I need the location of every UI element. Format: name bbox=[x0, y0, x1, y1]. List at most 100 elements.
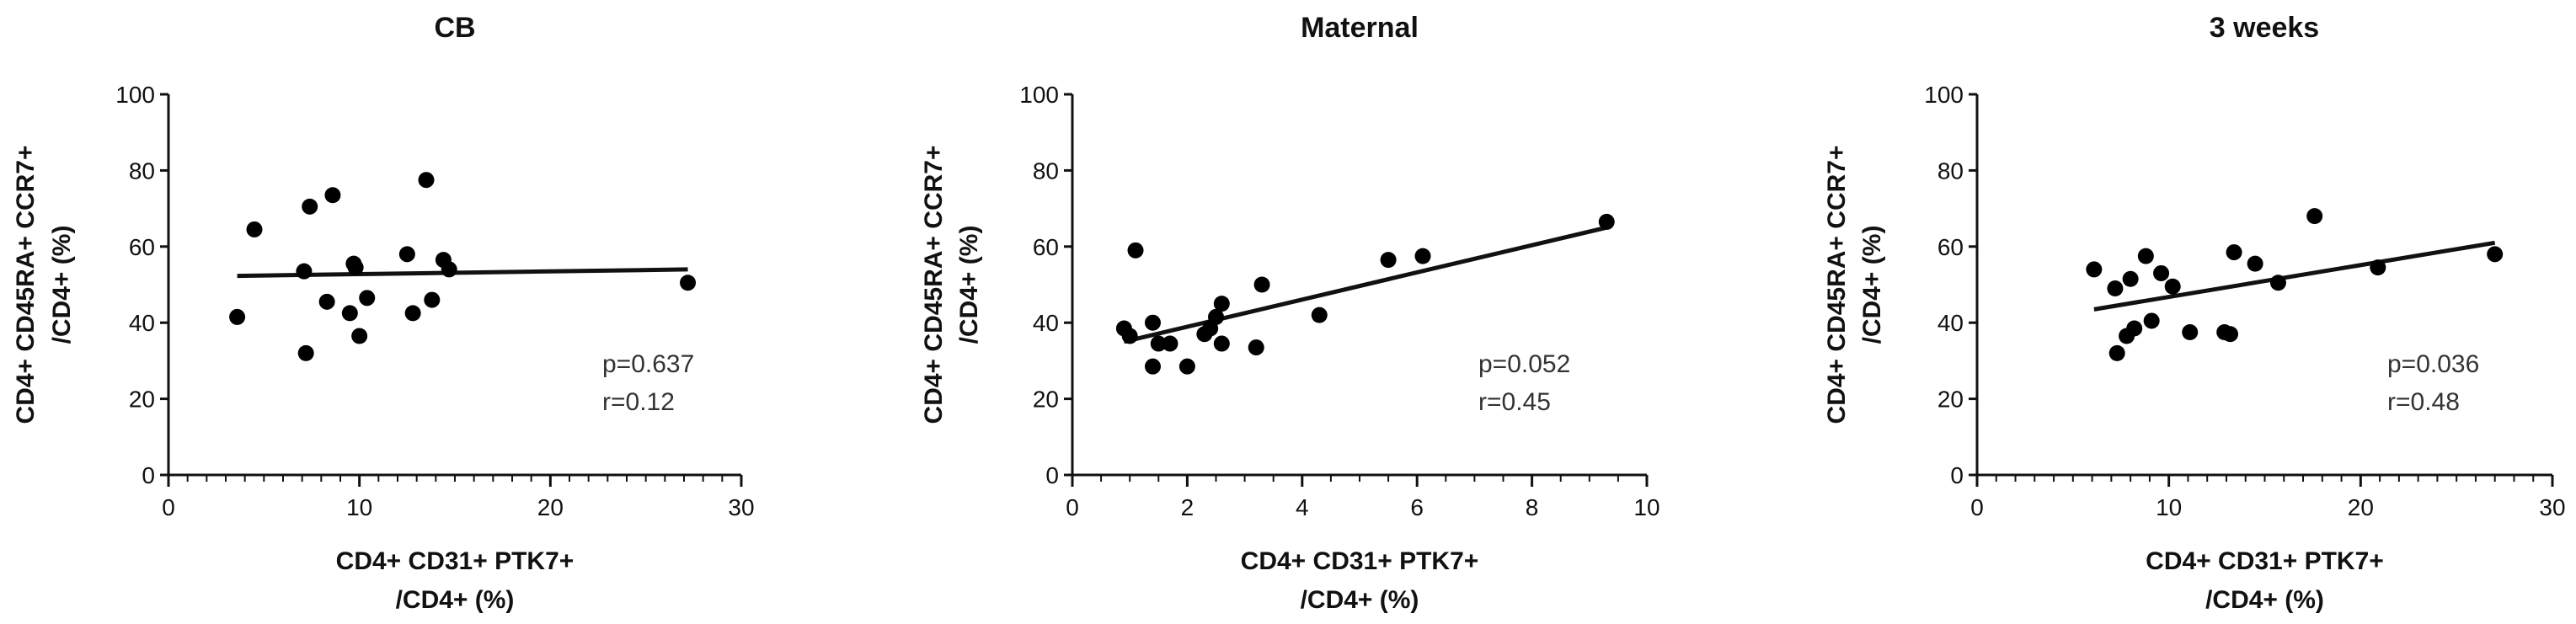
data-point bbox=[1178, 358, 1195, 375]
data-point bbox=[2306, 208, 2323, 225]
data-point bbox=[324, 187, 341, 204]
x-axis-label-line2: /CD4+ (%) bbox=[1301, 586, 1419, 614]
regression-line bbox=[237, 267, 688, 279]
data-point bbox=[1162, 335, 1178, 352]
data-point bbox=[341, 305, 358, 322]
data-point bbox=[1248, 339, 1264, 356]
data-point bbox=[2269, 275, 2286, 291]
x-axis-label-line1: CD4+ CD31+ PTK7+ bbox=[336, 547, 575, 575]
x-axis-label-line2: /CD4+ (%) bbox=[2205, 586, 2324, 614]
data-point bbox=[1598, 213, 1615, 230]
y-tick-label: 100 bbox=[1019, 82, 1059, 108]
data-point bbox=[2153, 264, 2170, 281]
data-point bbox=[2222, 326, 2239, 343]
data-point bbox=[2108, 344, 2125, 361]
data-point bbox=[347, 259, 364, 276]
y-tick-label: 80 bbox=[1033, 157, 1059, 184]
data-point bbox=[318, 293, 335, 310]
stat-annotation: r=0.48 bbox=[2387, 388, 2460, 416]
stat-annotation: r=0.12 bbox=[602, 388, 675, 416]
data-point bbox=[297, 344, 314, 361]
y-axis-label-line2: /CD4+ (%) bbox=[48, 226, 76, 344]
x-axis-label-line2: /CD4+ (%) bbox=[396, 586, 515, 614]
data-point bbox=[441, 261, 457, 278]
data-point bbox=[1150, 335, 1167, 352]
x-tick-label: 20 bbox=[537, 494, 564, 520]
data-point bbox=[680, 275, 697, 291]
y-tick-label: 100 bbox=[115, 82, 155, 108]
y-tick-label: 0 bbox=[1045, 462, 1059, 488]
x-axis-label-line1: CD4+ CD31+ PTK7+ bbox=[1241, 547, 1479, 575]
y-axis-label-line1: CD4+ CD45RA+ CCR7+ bbox=[1823, 146, 1851, 424]
y-tick-label: 100 bbox=[1924, 82, 1964, 108]
chart-panel-1: CB 0 20 40 60 80 100 0 10 20 30 CD4+ CD31+ PTK7+ /CD… bbox=[12, 12, 755, 614]
y-tick-label: 60 bbox=[1033, 234, 1059, 260]
data-point bbox=[1144, 314, 1161, 331]
x-tick-label: 0 bbox=[162, 494, 175, 520]
regression-line bbox=[2093, 240, 2496, 312]
data-point bbox=[2226, 244, 2242, 261]
x-tick-label: 0 bbox=[1970, 494, 1984, 520]
y-tick-label: 0 bbox=[142, 462, 155, 488]
data-point bbox=[1127, 242, 1144, 259]
x-tick-label: 10 bbox=[1633, 494, 1659, 520]
data-point bbox=[2086, 261, 2103, 278]
y-tick-label: 0 bbox=[1950, 462, 1964, 488]
y-tick-label: 80 bbox=[129, 157, 155, 184]
chart-panel-2: Maternal 0 20 40 60 80 100 0 2 4 6 8 10 CD4+ CD31+ PT… bbox=[920, 12, 1660, 614]
data-point bbox=[1213, 296, 1230, 312]
data-point bbox=[2137, 248, 2154, 264]
y-tick-label: 20 bbox=[129, 387, 155, 413]
y-tick-label: 20 bbox=[1033, 387, 1059, 413]
chart-title: CB bbox=[434, 12, 475, 44]
data-point bbox=[351, 328, 368, 344]
x-tick-label: 8 bbox=[1526, 494, 1539, 520]
y-tick-label: 40 bbox=[129, 310, 155, 336]
data-point bbox=[2122, 270, 2139, 287]
stat-annotation: p=0.637 bbox=[602, 350, 694, 378]
x-axis-label-line1: CD4+ CD31+ PTK7+ bbox=[2146, 547, 2384, 575]
y-axis-label-line1: CD4+ CD45RA+ CCR7+ bbox=[12, 146, 40, 424]
regression-line bbox=[1123, 225, 1607, 344]
data-point bbox=[1380, 252, 1397, 269]
x-tick-label: 10 bbox=[346, 494, 372, 520]
y-tick-label: 60 bbox=[1937, 234, 1964, 260]
data-point bbox=[424, 291, 441, 308]
x-tick-label: 0 bbox=[1066, 494, 1079, 520]
x-tick-label: 10 bbox=[2156, 494, 2182, 520]
y-tick-label: 60 bbox=[129, 234, 155, 260]
x-tick-label: 20 bbox=[2348, 494, 2374, 520]
y-axis-label-line1: CD4+ CD45RA+ CCR7+ bbox=[920, 146, 948, 424]
data-point bbox=[2164, 278, 2181, 295]
stat-annotation: p=0.052 bbox=[1478, 350, 1570, 378]
y-tick-label: 20 bbox=[1937, 387, 1964, 413]
x-tick-label: 30 bbox=[2539, 494, 2565, 520]
data-point bbox=[2126, 320, 2143, 337]
data-point bbox=[2182, 324, 2199, 340]
x-tick-label: 6 bbox=[1410, 494, 1424, 520]
data-point bbox=[2487, 246, 2504, 263]
data-point bbox=[2247, 255, 2263, 272]
y-tick-label: 40 bbox=[1937, 310, 1964, 336]
data-point bbox=[2370, 259, 2386, 276]
stat-annotation: r=0.45 bbox=[1478, 388, 1551, 416]
y-axis-label-line2: /CD4+ (%) bbox=[1858, 226, 1886, 344]
data-point bbox=[418, 172, 435, 189]
data-point bbox=[2107, 280, 2124, 297]
data-point bbox=[1208, 308, 1224, 325]
data-point bbox=[246, 221, 263, 237]
data-point bbox=[1414, 248, 1431, 264]
chart-panel-3: 3 weeks 0 20 40 60 80 100 0 10 20 30 CD4+ CD31+ PTK… bbox=[1823, 12, 2566, 614]
data-point bbox=[398, 246, 415, 263]
data-point bbox=[229, 308, 246, 325]
y-tick-label: 80 bbox=[1937, 157, 1964, 184]
chart-title: Maternal bbox=[1301, 12, 1419, 44]
x-tick-label: 4 bbox=[1296, 494, 1309, 520]
data-point bbox=[1311, 307, 1328, 323]
data-point bbox=[296, 263, 313, 280]
data-point bbox=[1213, 335, 1230, 352]
x-tick-label: 30 bbox=[728, 494, 754, 520]
data-point bbox=[359, 290, 376, 307]
data-point bbox=[1144, 358, 1161, 375]
